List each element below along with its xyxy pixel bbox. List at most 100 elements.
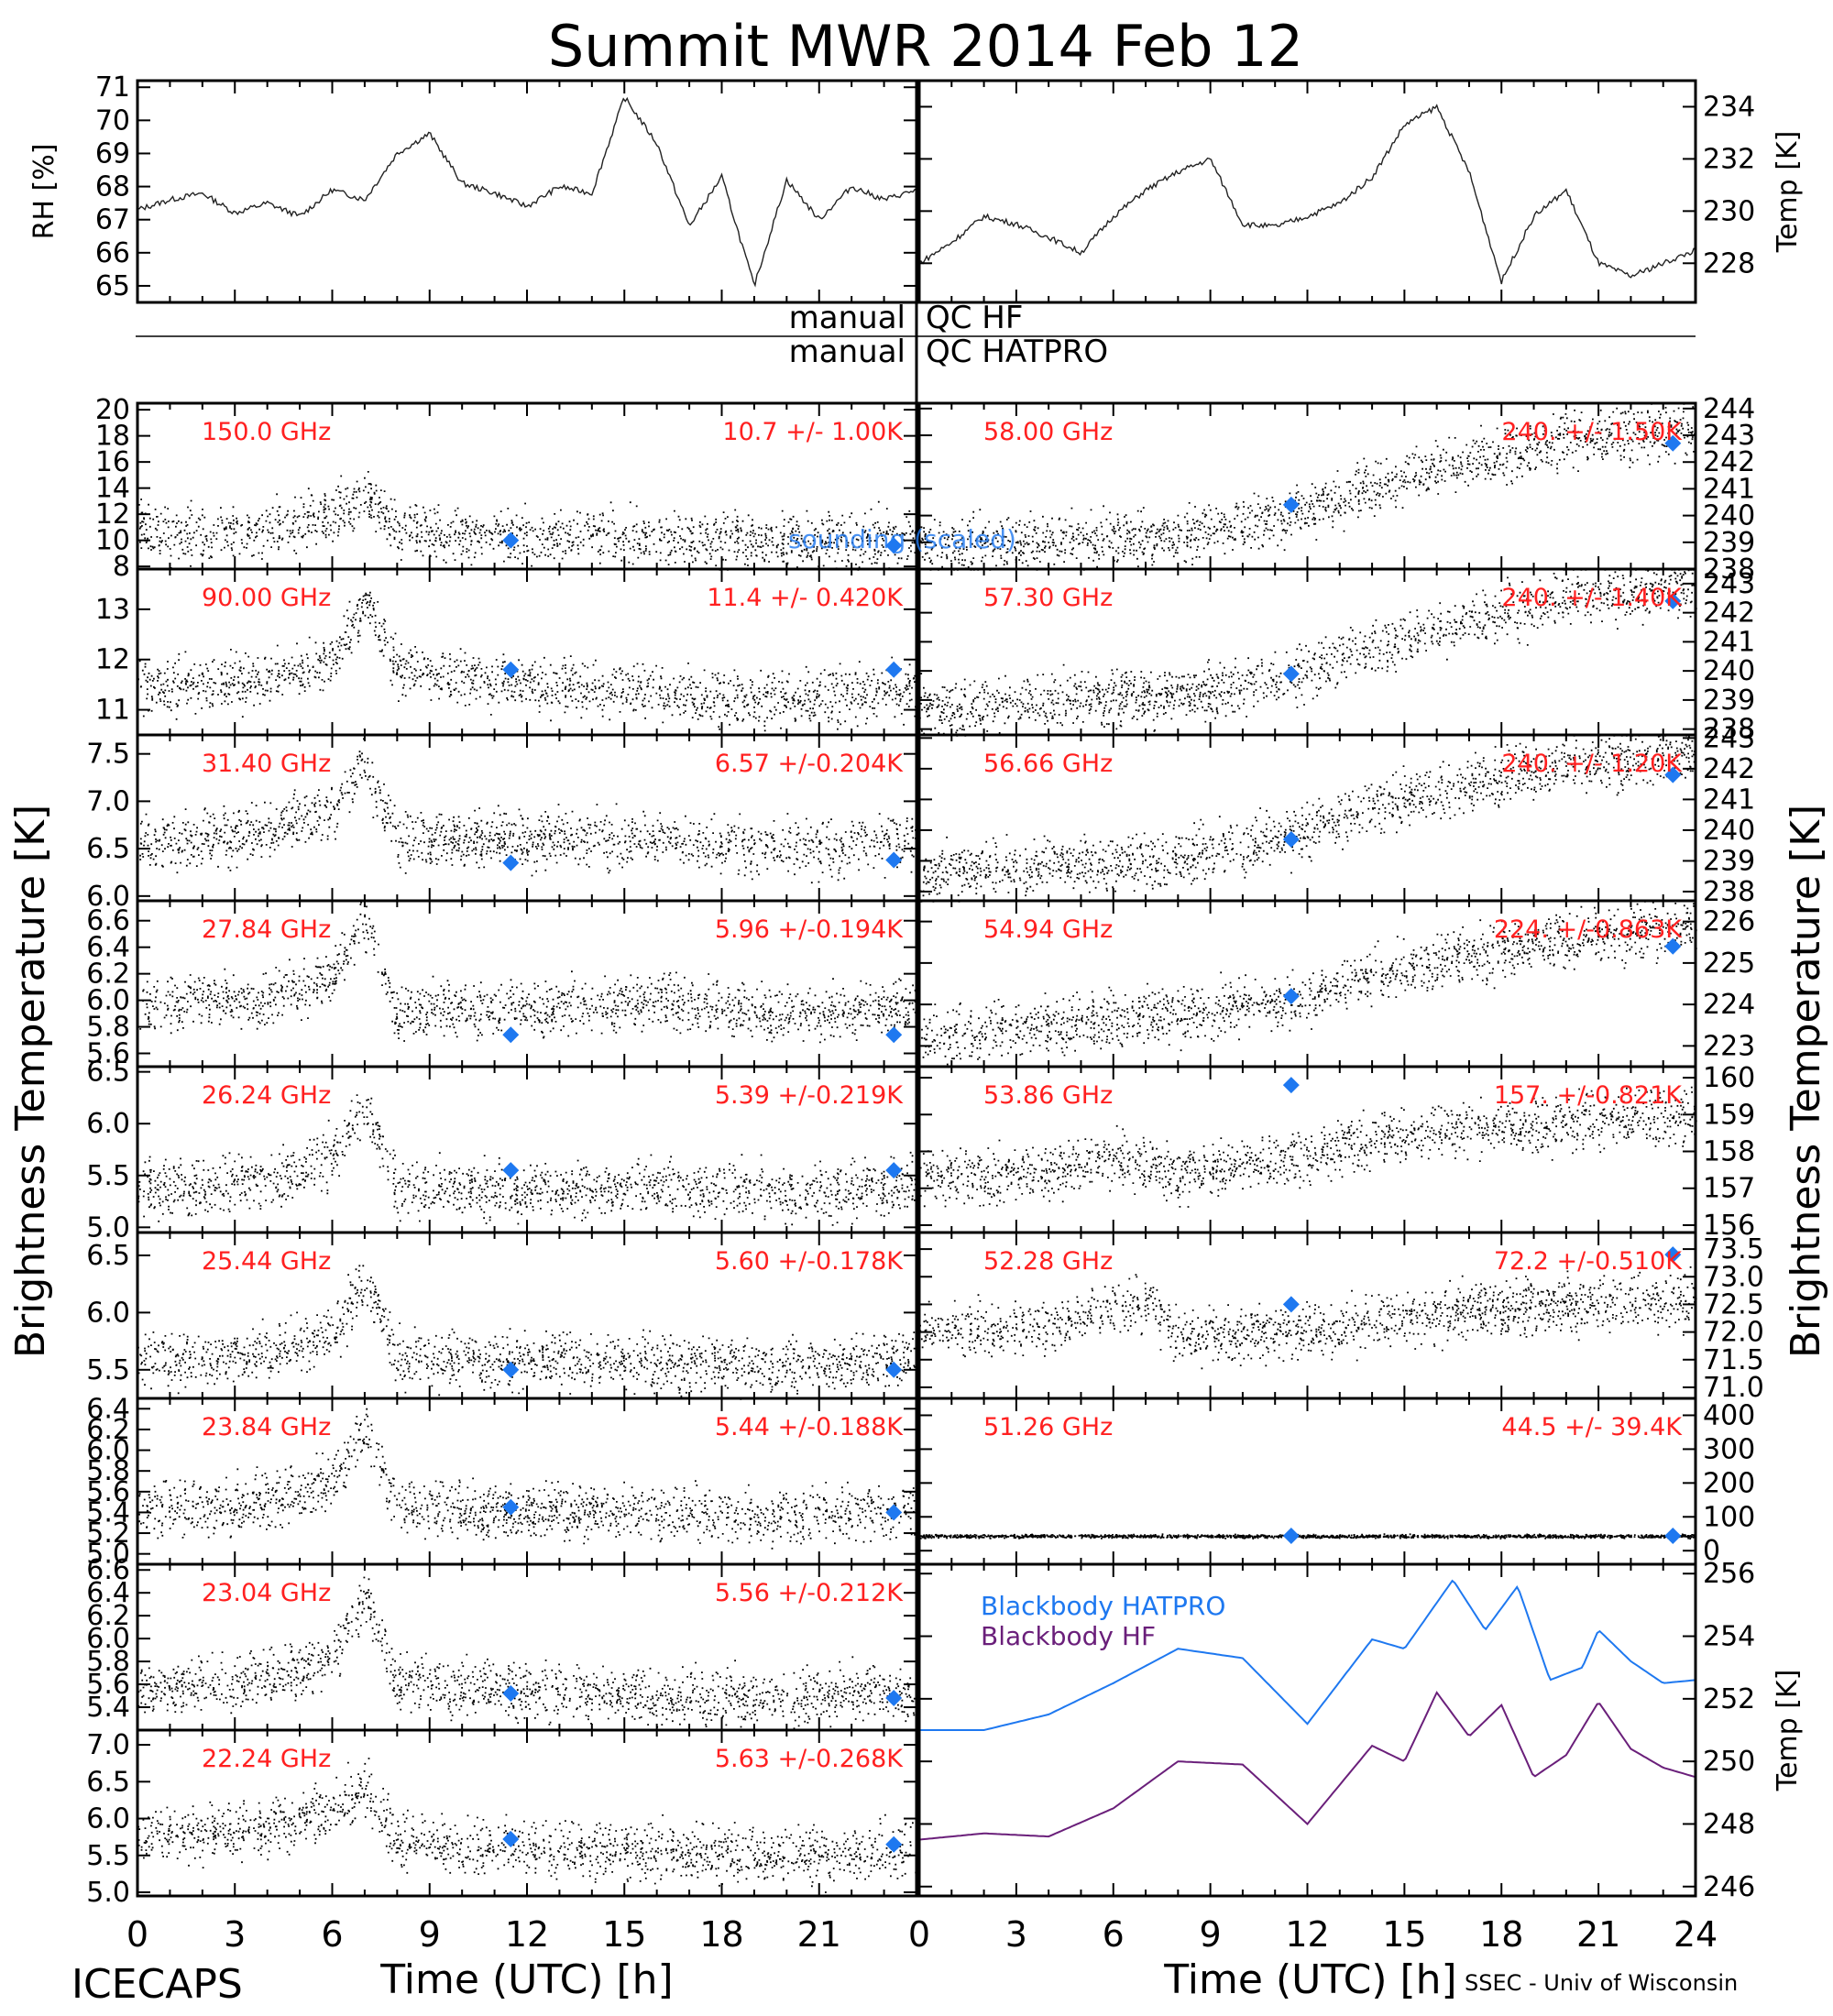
xtick-label-bb-3: 9 xyxy=(1200,1914,1222,1955)
stats-label-hf314: 6.57 +/-0.204K xyxy=(715,750,904,778)
sounding-marker-hp5386-0 xyxy=(1282,1077,1300,1094)
sounding-marker-hp5494-0 xyxy=(1282,988,1300,1005)
ytick-label-hp5386-2: 158 xyxy=(1703,1136,1755,1168)
stats-label-hp5494: 224. +/-0.863K xyxy=(1494,915,1683,944)
frame-rh xyxy=(136,79,918,304)
ytick-label-hf2224-2: 6.0 xyxy=(86,1803,130,1835)
ytick-label-rh-2: 67 xyxy=(95,204,130,236)
freq-label-hf2304: 23.04 GHz xyxy=(202,1579,331,1607)
panel-hp5386: 53.86 GHz 157. +/-0.821K 156 157 158 159 160 xyxy=(917,1062,1755,1242)
panel-hf2544: 25.44 GHz 5.60 +/-0.178K 5.5 6.0 6.5 xyxy=(86,1231,918,1400)
sounding-marker-hp5666-0 xyxy=(1282,830,1300,848)
ytick-label-hp5666-1: 239 xyxy=(1703,845,1755,877)
ytick-label-bb-2: 250 xyxy=(1703,1746,1755,1778)
sounding-marker-hf2784-0 xyxy=(502,1026,520,1044)
sounding-marker-hp5730-1 xyxy=(1664,592,1682,609)
xtick-label-hf2224-7: 21 xyxy=(797,1914,841,1955)
footer-left: ICECAPS xyxy=(71,1961,243,2008)
panel-temp: 228 230 232 234 Temp [K] xyxy=(917,79,1804,304)
freq-label-hf2784: 27.84 GHz xyxy=(202,915,331,944)
qc-manual-hf: manual xyxy=(789,300,906,336)
ytick-label-hf2624-0: 5.0 xyxy=(86,1211,130,1244)
ytick-label-hp5228-3: 72.5 xyxy=(1703,1288,1764,1320)
ytick-label-hp5126-1: 100 xyxy=(1703,1501,1755,1533)
ytick-label-hp5730-1: 239 xyxy=(1703,685,1755,717)
ytick-label-hp5494-2: 225 xyxy=(1703,948,1755,980)
ytick-label-hp5228-1: 71.5 xyxy=(1703,1344,1764,1376)
scatter-points-hp5228 xyxy=(919,1266,1697,1370)
ytick-label-hf2304-5: 6.4 xyxy=(86,1577,130,1609)
scatter-points-hp5126 xyxy=(919,1533,1697,1539)
freq-label-hf2544: 25.44 GHz xyxy=(202,1247,331,1276)
ytick-label-hf2544-2: 6.5 xyxy=(86,1240,130,1272)
ytick-label-hp5800-1: 239 xyxy=(1703,527,1755,559)
panel-hf2224: 22.24 GHz 5.63 +/-0.268K 5.0 5.5 6.0 6.5 7.0 0 3… xyxy=(86,1728,918,1955)
panel-hf2304: 23.04 GHz 5.56 +/-0.212K5.45.65.86.06.26.… xyxy=(86,1554,918,1732)
scatter-points-hp5494 xyxy=(921,901,1697,1066)
ytick-label-hp5494-1: 224 xyxy=(1703,989,1755,1021)
ytick-label-hf2544-0: 5.5 xyxy=(86,1354,130,1386)
xtick-label-bb-1: 3 xyxy=(1005,1914,1027,1955)
sounding-marker-hf2784-1 xyxy=(885,1026,903,1044)
ytick-label-hf2624-3: 6.5 xyxy=(86,1057,130,1089)
ytick-label-hf150-0: 8 xyxy=(113,551,130,583)
legend-hatpro: Blackbody HATPRO xyxy=(981,1591,1225,1621)
sounding-marker-hf2304-1 xyxy=(885,1690,903,1707)
sounding-marker-hf2624-1 xyxy=(885,1162,903,1179)
qc-hf-label: QC HF xyxy=(926,300,1023,336)
stats-label-hp5386: 157. +/-0.821K xyxy=(1494,1081,1683,1110)
ytick-label-rh-4: 69 xyxy=(95,137,130,170)
sounding-marker-hf2384-0 xyxy=(502,1498,520,1516)
ytick-label-hf314-3: 7.5 xyxy=(86,739,130,771)
sounding-marker-hp5800-1 xyxy=(1664,434,1682,452)
xtick-label-hf2224-0: 0 xyxy=(126,1914,148,1955)
ytick-label-hf150-4: 16 xyxy=(95,446,130,478)
ytick-label-hf2304-0: 5.4 xyxy=(86,1692,130,1724)
sounding-marker-hp5666-1 xyxy=(1664,766,1682,783)
ytick-label-hp5228-2: 72.0 xyxy=(1703,1317,1764,1349)
ytick-label-hp5666-5: 243 xyxy=(1703,722,1755,754)
freq-label-hf314: 31.40 GHz xyxy=(202,750,331,778)
sounding-label: sounding (scaled) xyxy=(788,524,1016,554)
ytick-label-hf2784-5: 6.6 xyxy=(86,905,130,937)
ytick-label-temp-3: 234 xyxy=(1703,91,1755,123)
panel-hf2784: 27.84 GHz 5.96 +/-0.194K 5.65.86.06.26.46.… xyxy=(86,899,918,1070)
ytick-label-hp5800-2: 240 xyxy=(1703,500,1755,532)
scatter-points-hf2544 xyxy=(137,1265,918,1400)
xtick-label-hf2224-2: 6 xyxy=(321,1914,343,1955)
stats-label-hf150: 10.7 +/- 1.00K xyxy=(722,418,904,446)
stats-label-hf2224: 5.63 +/-0.268K xyxy=(715,1745,904,1773)
ytick-label-hp5730-0: 238 xyxy=(1703,714,1755,746)
xtick-label-hf2224-6: 18 xyxy=(699,1914,743,1955)
freq-label-hp5228: 52.28 GHz xyxy=(983,1247,1113,1276)
ytick-label-rh-3: 68 xyxy=(95,171,130,203)
sounding-marker-hf2224-0 xyxy=(502,1831,520,1848)
ytick-label-bb-4: 254 xyxy=(1703,1621,1755,1653)
scatter-points-hp5800 xyxy=(919,403,1697,571)
ytick-label-hp5730-5: 243 xyxy=(1703,568,1755,600)
right-xlabel: Time (UTC) [h] xyxy=(1163,1956,1456,2003)
sounding-marker-hf90-0 xyxy=(502,661,520,678)
ytick-label-hf90-0: 11 xyxy=(95,695,130,727)
ytick-label-hf150-1: 10 xyxy=(95,525,130,557)
stats-label-hp5730: 240. +/- 1.40K xyxy=(1501,584,1683,612)
ytick-label-hp5126-3: 300 xyxy=(1703,1433,1755,1465)
ytick-label-hf150-3: 14 xyxy=(95,473,130,505)
xtick-label-bb-7: 21 xyxy=(1576,1914,1620,1955)
ytick-label-hf2384-6: 6.2 xyxy=(86,1414,130,1446)
series-line-bb-1 xyxy=(918,1691,1696,1841)
xtick-label-hf2224-4: 12 xyxy=(505,1914,549,1955)
ytick-label-hp5800-3: 241 xyxy=(1703,473,1755,505)
panel-bb: 246 248 250 252 254 256 0 3 6 9 12 15 18 21 24 Temp [K] xyxy=(908,1558,1804,1955)
ytick-label-bb-3: 252 xyxy=(1703,1683,1755,1715)
xtick-label-bb-5: 15 xyxy=(1382,1914,1426,1955)
ytick-label-rh-5: 70 xyxy=(95,104,130,137)
ytick-label-hp5126-0: 0 xyxy=(1703,1535,1720,1567)
ytick-label-hf2224-1: 5.5 xyxy=(86,1840,130,1872)
scatter-points-hf2224 xyxy=(137,1758,918,1893)
ytick-label-hf2384-7: 6.4 xyxy=(86,1393,130,1425)
ytick-label-temp-0: 228 xyxy=(1703,247,1755,279)
sounding-marker-hf2304-0 xyxy=(502,1685,520,1703)
